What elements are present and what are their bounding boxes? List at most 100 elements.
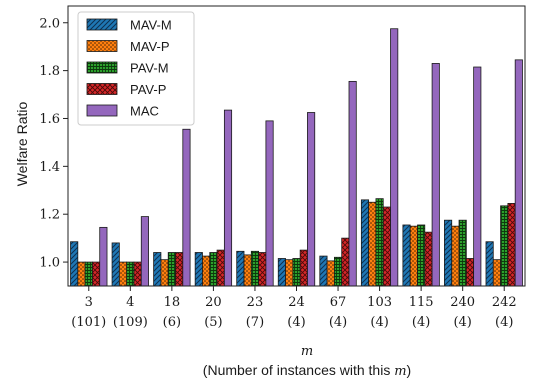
legend-swatch-mav-p [86, 40, 118, 52]
bar-pav-m-23 [250, 250, 260, 287]
bar-pav-p-240 [465, 258, 475, 287]
bar-pav-m-4 [126, 261, 135, 287]
x-tick-instance-count: (101) [71, 315, 106, 330]
bars-group [70, 28, 523, 287]
bar-pav-p-103 [382, 206, 391, 287]
legend-label-mav-p: MAV-P [130, 39, 170, 54]
bar-pav-m-20 [209, 252, 218, 287]
x-tick-label: 103 [367, 295, 392, 310]
bar-mav-p-23 [243, 254, 252, 287]
legend-swatch-mac [86, 104, 118, 117]
legend-swatch-pav-m [86, 61, 118, 74]
x-tick-label: 4 [126, 295, 134, 310]
bar-mav-p-4 [118, 261, 128, 287]
bar-mac-240 [473, 66, 482, 287]
bar-pav-p-67 [341, 237, 350, 287]
x-tick-instance-count: (4) [287, 315, 305, 330]
legend-swatch-pav-p [86, 83, 118, 95]
bar-mav-m-4 [111, 242, 120, 287]
x-tick-instance-count: (4) [329, 315, 347, 330]
bar-mac-115 [431, 63, 440, 287]
x-tick-label: 23 [247, 295, 264, 310]
x-tick-instance-count: (4) [412, 315, 430, 330]
y-tick-label: 1.8 [39, 64, 60, 79]
bar-mac-24 [307, 112, 316, 287]
bar-pav-p-20 [216, 249, 225, 287]
x-tick-instance-count: (109) [113, 315, 148, 330]
x-tick-label: 115 [409, 295, 434, 310]
x-axis-caption-suffix: ) [407, 362, 412, 378]
bar-mav-p-240 [451, 225, 460, 287]
x-axis-symbol: m [301, 344, 313, 359]
bar-mav-p-67 [326, 260, 335, 287]
x-tick-label: 242 [492, 295, 517, 310]
bar-mav-m-103 [360, 199, 370, 287]
bar-mac-18 [182, 128, 191, 287]
bar-mav-p-103 [368, 201, 377, 287]
x-tick-label: 67 [330, 295, 347, 310]
legend-label-mav-m: MAV-M [130, 18, 172, 33]
bar-mav-m-24 [277, 258, 286, 287]
legend: MAV-M MAV-P PAV-M PAV-P MAC [77, 11, 195, 126]
legend-label-pav-m: PAV-M [130, 61, 169, 76]
x-tick-instance-count: (6) [163, 315, 181, 330]
x-tick-label: 24 [288, 295, 305, 310]
x-tick-instance-count: (4) [370, 315, 388, 330]
bar-mav-p-3 [77, 261, 86, 287]
bar-mav-m-240 [444, 219, 453, 287]
bar-mac-3 [99, 226, 108, 287]
bar-mac-103 [390, 28, 399, 287]
bar-mav-p-242 [492, 259, 501, 287]
legend-swatch-mav-m [86, 18, 118, 31]
bar-mav-p-20 [202, 255, 211, 287]
bar-mav-m-115 [402, 224, 411, 287]
bar-pav-m-242 [500, 205, 509, 287]
bar-pav-p-18 [175, 252, 184, 287]
y-tick-label: 1.6 [39, 112, 60, 127]
bar-mac-20 [223, 109, 233, 287]
x-tick-label: 3 [85, 295, 93, 310]
x-axis-caption-prefix: (Number of instances with this [203, 362, 394, 378]
bar-pav-m-18 [167, 252, 176, 287]
bar-pav-m-240 [458, 219, 467, 287]
bar-mac-67 [348, 80, 357, 287]
bar-mav-m-67 [319, 255, 328, 287]
bar-mav-m-242 [485, 241, 494, 287]
y-axis: 1.0 1.2 1.4 1.6 1.8 2.0 [39, 16, 68, 271]
bar-pav-m-67 [333, 256, 343, 287]
bar-pav-m-103 [375, 198, 384, 287]
bar-mav-m-3 [70, 241, 79, 287]
bar-pav-p-24 [299, 249, 308, 287]
bar-pav-p-4 [133, 261, 142, 287]
bar-pav-p-242 [507, 203, 516, 287]
bar-pav-m-24 [292, 258, 301, 287]
bar-mac-4 [140, 216, 149, 287]
x-axis-caption: (Number of instances with this m) [203, 362, 411, 379]
y-tick-label: 2.0 [39, 16, 60, 31]
bar-mac-23 [265, 120, 274, 287]
x-tick-label: 18 [164, 295, 181, 310]
bar-pav-p-115 [424, 231, 433, 287]
bar-pav-m-115 [417, 224, 426, 287]
bar-mav-m-20 [194, 252, 203, 287]
x-axis-caption-var: m [394, 364, 406, 379]
bar-pav-m-3 [84, 261, 93, 287]
bar-mav-p-24 [285, 259, 294, 287]
y-tick-label: 1.0 [39, 256, 60, 271]
x-tick-instance-count: (4) [453, 315, 471, 330]
x-tick-instance-count: (7) [246, 315, 264, 330]
bar-pav-p-23 [258, 252, 267, 287]
bar-mav-p-115 [409, 225, 418, 287]
x-tick-label: 20 [205, 295, 222, 310]
y-tick-label: 1.2 [39, 208, 60, 223]
y-tick-label: 1.4 [39, 160, 60, 175]
x-tick-label: 240 [450, 295, 475, 310]
bar-mav-m-18 [153, 252, 162, 287]
bar-mav-p-18 [160, 259, 169, 287]
bar-mac-242 [514, 59, 523, 287]
x-tick-instance-count: (5) [204, 315, 222, 330]
x-axis: 3 (101) 4 (109) 18 (6) 20 (5) 23 (7) 24 (4) 67 (4) 103… [71, 286, 517, 330]
legend-label-pav-p: PAV-P [130, 82, 166, 97]
